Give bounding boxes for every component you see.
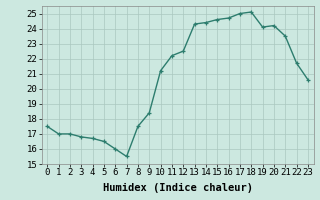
X-axis label: Humidex (Indice chaleur): Humidex (Indice chaleur) <box>103 183 252 193</box>
